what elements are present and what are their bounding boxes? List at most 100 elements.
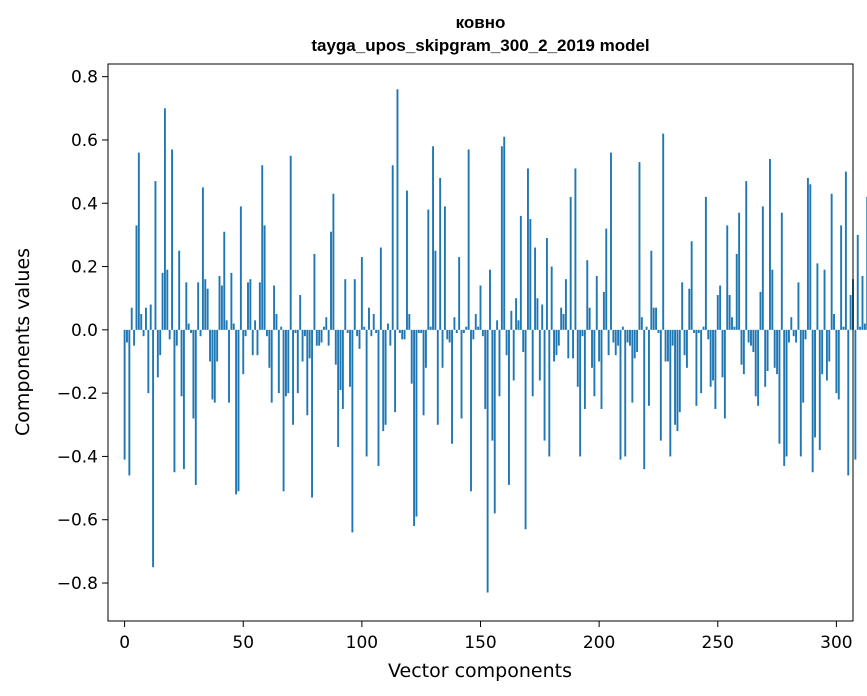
bar — [655, 307, 658, 330]
bar — [562, 314, 565, 330]
bar — [467, 149, 470, 330]
bar — [695, 329, 698, 406]
bar — [292, 329, 295, 425]
bar — [332, 193, 335, 330]
bar — [792, 329, 795, 337]
bar — [550, 266, 553, 330]
bar — [311, 329, 313, 498]
bar — [413, 329, 416, 527]
bar — [254, 320, 257, 330]
bar — [795, 329, 798, 343]
bar — [508, 329, 510, 485]
bar — [375, 329, 378, 333]
bar — [666, 329, 669, 362]
bar — [296, 329, 299, 394]
bar — [823, 269, 826, 330]
x-axis: 0 50 100 150 200 250 300 — [119, 621, 853, 653]
bar — [247, 282, 249, 330]
bar — [140, 314, 143, 330]
bar — [811, 329, 814, 473]
bar — [595, 276, 598, 330]
bar — [690, 241, 693, 330]
bar — [401, 329, 404, 340]
bar — [455, 329, 458, 333]
bar — [548, 329, 551, 457]
bar — [581, 329, 584, 337]
bar — [220, 285, 223, 330]
bar — [517, 320, 520, 330]
bar — [778, 329, 781, 444]
bar — [773, 329, 776, 368]
bar — [614, 329, 617, 356]
bar — [515, 298, 518, 330]
bar — [301, 329, 304, 362]
bar — [553, 329, 555, 362]
bar — [557, 329, 560, 346]
bar — [446, 329, 449, 340]
bar — [498, 329, 501, 397]
bar — [659, 329, 662, 441]
y-tick-label: 0.8 — [71, 68, 98, 88]
bar — [363, 326, 366, 330]
y-tick-label: −0.2 — [57, 384, 98, 404]
bar — [230, 272, 233, 330]
bar — [239, 206, 242, 330]
chart-subtitle: tayga_upos_skipgram_300_2_2019 model — [311, 36, 650, 55]
bar — [714, 329, 717, 409]
bar — [434, 250, 437, 330]
bar — [742, 329, 745, 375]
bar — [270, 329, 273, 403]
bar — [600, 329, 603, 409]
bar — [213, 329, 216, 403]
bar — [394, 329, 397, 413]
bar — [204, 279, 207, 330]
bar — [339, 329, 342, 390]
bar — [629, 329, 631, 346]
x-tick-label: 0 — [119, 633, 130, 653]
bar — [650, 250, 653, 330]
bar — [216, 329, 219, 362]
x-tick-label: 50 — [232, 633, 254, 653]
bar — [619, 329, 622, 460]
bar — [484, 329, 487, 409]
bar — [325, 317, 328, 330]
bar — [453, 317, 456, 330]
bar — [180, 329, 183, 397]
bar — [527, 168, 529, 330]
bar — [612, 329, 615, 343]
bar — [783, 329, 786, 466]
bar — [806, 177, 809, 330]
bar — [171, 149, 174, 330]
bar — [299, 295, 302, 330]
bar — [757, 329, 760, 406]
bar — [624, 329, 627, 457]
bar — [610, 152, 612, 330]
bar — [543, 329, 546, 441]
bar — [349, 329, 351, 387]
bar — [330, 231, 332, 330]
bar — [152, 329, 155, 568]
bar — [142, 329, 145, 337]
y-axis: −0.8 −0.6 −0.4 −0.2 0.0 0.2 0.4 0.6 0.8 — [57, 68, 108, 594]
bar — [797, 282, 800, 330]
bar — [206, 288, 209, 330]
bar — [168, 329, 171, 340]
bar — [531, 329, 534, 397]
bar — [228, 329, 230, 403]
bar — [389, 329, 392, 346]
bar — [574, 168, 577, 330]
chart-title: ковно — [455, 13, 506, 32]
bar — [522, 329, 525, 352]
bar — [472, 329, 475, 340]
bar — [427, 209, 430, 330]
bar — [159, 329, 162, 356]
bar — [776, 329, 779, 375]
bar — [382, 329, 385, 432]
bar — [804, 329, 807, 340]
bar — [856, 234, 859, 330]
bar — [633, 329, 636, 359]
bar — [443, 206, 446, 330]
bar — [750, 329, 752, 346]
bar — [244, 329, 247, 337]
